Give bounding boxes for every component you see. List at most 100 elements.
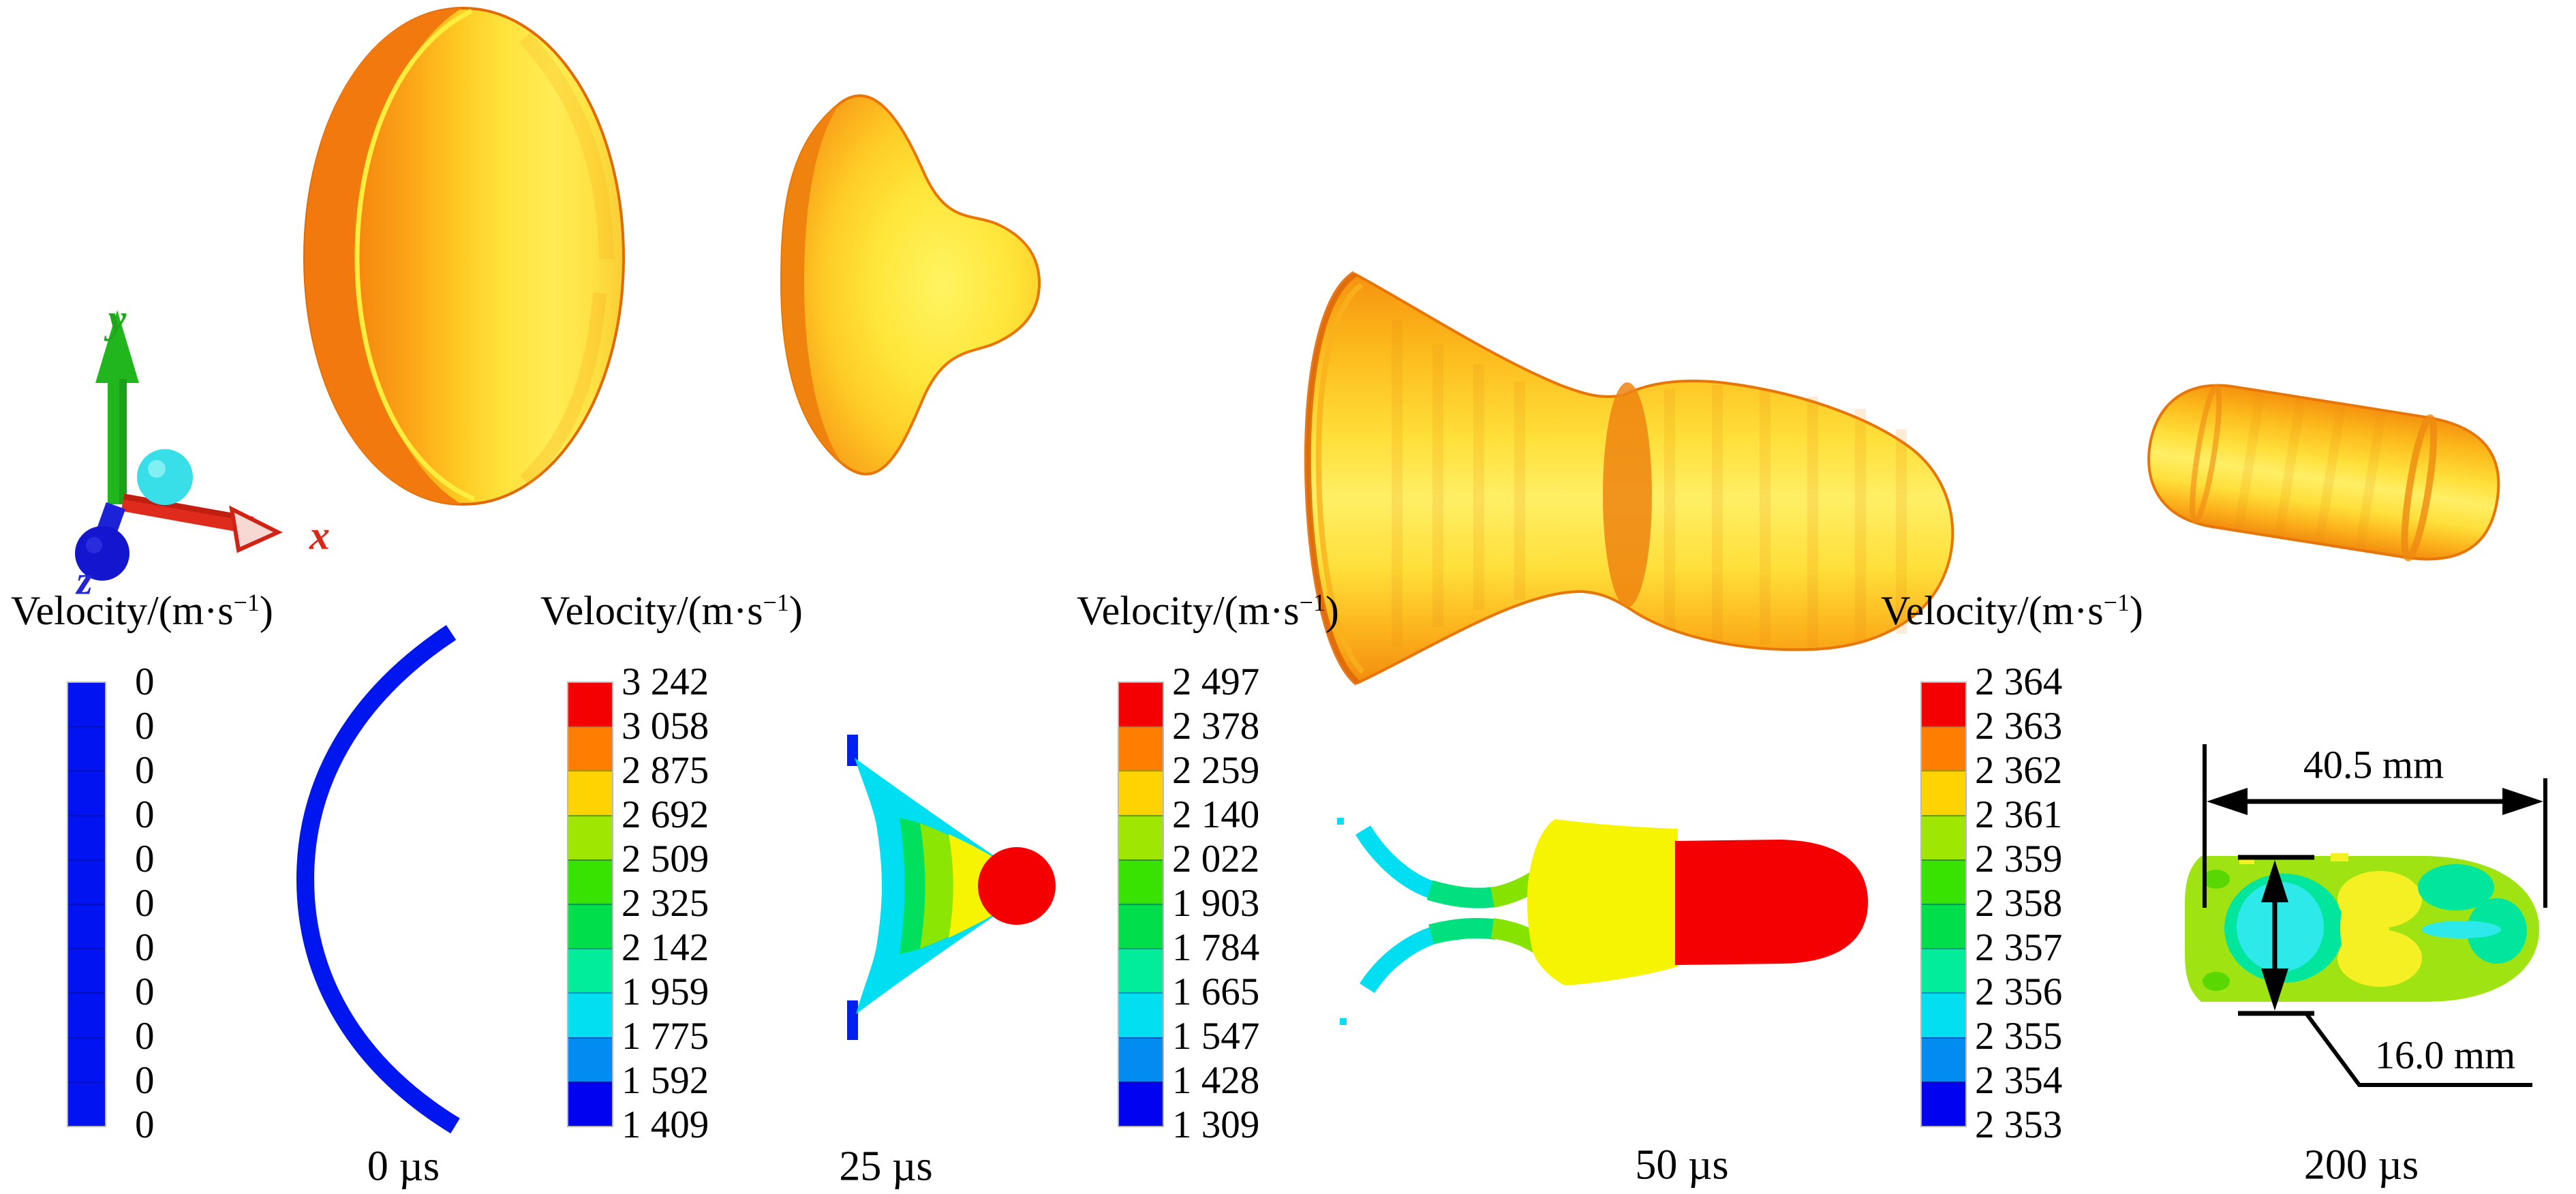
- legend-value: 2 142: [622, 926, 709, 969]
- colorbar-segment: [568, 726, 612, 771]
- legend-values-50us: 2 497 2 378 2 259 2 140 2 022 1 903 1 78…: [1172, 660, 1259, 1147]
- legend-value: 2 357: [1975, 926, 2063, 969]
- legend-value: 2 364: [1975, 660, 2063, 703]
- legend-value: 2 359: [1975, 838, 2063, 881]
- legend-title-main: Velocity/(m·s: [1077, 588, 1300, 633]
- legend-value: 1 592: [622, 1059, 709, 1102]
- colorbar-segment: [68, 683, 105, 726]
- colorbar-segment: [1119, 814, 1163, 859]
- legend-value: 0: [135, 838, 155, 881]
- legend-value: 2 022: [1172, 838, 1260, 881]
- colorbar-segment: [1119, 1081, 1163, 1127]
- legend-values-200us: 2 364 2 363 2 362 2 361 2 359 2 358 2 35…: [1975, 660, 2062, 1147]
- origin-marker-icon: [137, 449, 193, 505]
- colorbar-segment: [568, 904, 612, 949]
- colorbar-segment: [1922, 1081, 1965, 1127]
- colorbar-segment: [1922, 814, 1965, 859]
- length-dimension-label: 40.5 mm: [2303, 742, 2444, 787]
- colorbar-segment: [68, 1081, 105, 1127]
- colorbar-segment: [68, 1037, 105, 1082]
- colorbar-segment: [568, 1037, 612, 1082]
- colorbar-segment: [1119, 726, 1163, 771]
- legend-title-main: Velocity/(m·s: [1881, 588, 2104, 633]
- colorbar-segment: [68, 904, 105, 949]
- colorbar-segment: [1119, 992, 1163, 1037]
- legend-value: 0: [135, 1103, 155, 1146]
- legend-value: 3 242: [622, 660, 709, 703]
- legend-value: 1 903: [1172, 882, 1260, 925]
- legend-value: 0: [135, 749, 155, 792]
- legend-title: Velocity/(m·s−1): [540, 587, 803, 634]
- legend-value: 0: [135, 660, 155, 703]
- legend-value: 0: [135, 1059, 155, 1102]
- colorbar-segment: [68, 992, 105, 1037]
- legend-value: 1 409: [622, 1103, 709, 1146]
- time-label-25us: 25 µs: [839, 1143, 933, 1190]
- colorbar-50us: [1118, 682, 1164, 1127]
- colorbar-segment: [1922, 683, 1965, 726]
- arrowhead-up-icon: [2261, 860, 2288, 902]
- legend-title: Velocity/(m·s−1): [1077, 587, 1339, 634]
- diameter-dimension-label: 16.0 mm: [2374, 1032, 2516, 1077]
- colorbar-segment: [68, 859, 105, 904]
- legend-title-main: Velocity/(m·s: [11, 588, 234, 633]
- colorbar-segment: [1119, 904, 1163, 949]
- colorbar-segment: [1119, 683, 1163, 726]
- time-label-50us: 50 µs: [1635, 1142, 1729, 1189]
- colorbar-segment: [568, 814, 612, 859]
- colorbar-segment: [68, 948, 105, 993]
- colorbar-200us: [1920, 682, 1967, 1127]
- legend-title-sup: −1: [2103, 589, 2130, 617]
- time-label-200us: 200 µs: [2303, 1142, 2419, 1189]
- legend-value: 2 362: [1975, 749, 2063, 792]
- y-axis-label: y: [108, 296, 127, 341]
- colorbar-segment: [68, 814, 105, 859]
- arrowhead-down-icon: [2261, 968, 2288, 1011]
- contour-2d-200us: [2185, 853, 2539, 1002]
- legend-value: 0: [135, 793, 155, 836]
- legend-value: 2 325: [622, 882, 709, 925]
- legend-value: 2 259: [1172, 749, 1260, 792]
- colorbar-segment: [1119, 948, 1163, 993]
- legend-value: 1 775: [622, 1015, 709, 1058]
- legend-value: 2 356: [1975, 970, 2063, 1013]
- legend-value: 2 361: [1975, 793, 2063, 836]
- legend-value: 1 784: [1172, 926, 1260, 969]
- legend-value: 0: [135, 882, 155, 925]
- colorbar-segment: [1922, 770, 1965, 815]
- y-axis-arrow-icon: [95, 310, 139, 383]
- colorbar-segment: [1922, 726, 1965, 771]
- legend-value: 0: [135, 970, 155, 1013]
- colorbar-segment: [568, 992, 612, 1037]
- legend-title-sup: −1: [763, 589, 789, 617]
- contour-2d-50us: [1337, 818, 1869, 1025]
- arrowhead-right-icon: [2502, 788, 2543, 815]
- legend-title: Velocity/(m·s−1): [1881, 587, 2143, 634]
- x-axis-arrow-icon: [121, 493, 254, 534]
- legend-title: Velocity/(m·s−1): [11, 587, 273, 634]
- colorbar-segment: [1922, 904, 1965, 949]
- legend-value: 0: [135, 926, 155, 969]
- colorbar-segment: [68, 770, 105, 815]
- colorbar-segment: [568, 770, 612, 815]
- legend-value: 1 665: [1172, 970, 1260, 1013]
- legend-value: 0: [135, 705, 155, 748]
- projectile-3d-50us: [1304, 271, 1954, 686]
- colorbar-segment: [568, 859, 612, 904]
- legend-title-end: ): [259, 588, 273, 633]
- legend-value: 1 428: [1172, 1059, 1260, 1102]
- colorbar-segment: [1119, 859, 1163, 904]
- liner-3d-25us: [780, 94, 1041, 476]
- legend-value: 2 692: [622, 793, 709, 836]
- legend-value: 2 509: [622, 838, 709, 881]
- legend-value: 2 497: [1172, 660, 1260, 703]
- projectile-3d-200us: [2147, 384, 2500, 562]
- axis-triad: [75, 310, 283, 581]
- colorbar-segment: [1922, 992, 1965, 1037]
- legend-title-end: ): [1325, 588, 1339, 633]
- contour-2d-0us: [296, 625, 460, 1134]
- dimension-annotations: [2203, 744, 2547, 1087]
- colorbar-segment: [1922, 859, 1965, 904]
